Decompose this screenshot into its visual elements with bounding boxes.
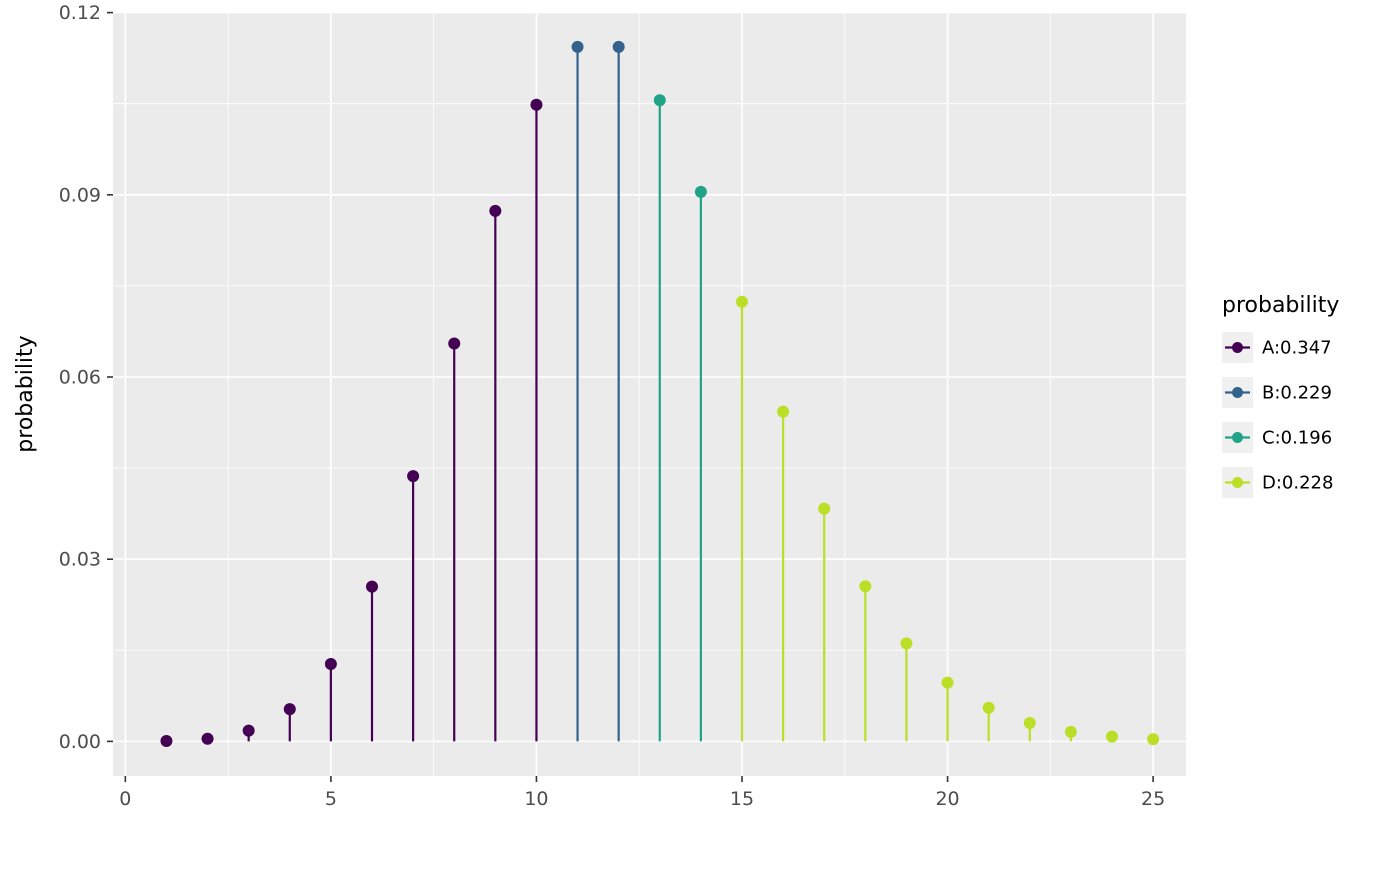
axis-layer: 0 5 10 15 20 25 0.00 0.03 0.06 0.09 0.12: [59, 2, 1166, 810]
legend-entry-label: A:0.347: [1262, 338, 1332, 359]
data-point: [1064, 725, 1077, 738]
data-point: [489, 204, 502, 217]
y-tick-label: 0.03: [59, 549, 101, 571]
x-tick-label: 0: [119, 788, 131, 810]
legend-title: probability: [1222, 293, 1339, 318]
legend-key-point: [1232, 477, 1243, 488]
legend-entry-label: C:0.196: [1262, 428, 1332, 449]
data-point: [160, 734, 173, 747]
data-point: [530, 98, 543, 111]
lollipop-data-layer: [160, 40, 1160, 747]
data-point: [571, 40, 584, 53]
data-point: [900, 637, 913, 650]
legend-key-point: [1232, 387, 1243, 398]
x-tick-label: 15: [730, 788, 754, 810]
data-point: [407, 470, 420, 483]
data-point: [242, 724, 255, 737]
x-tick-label: 25: [1141, 788, 1165, 810]
data-point: [859, 580, 872, 593]
data-point: [982, 701, 995, 714]
legend-key-point: [1232, 342, 1243, 353]
data-point: [1023, 717, 1036, 730]
data-point: [1147, 733, 1160, 746]
data-point: [448, 337, 461, 350]
legend-entry-label: B:0.229: [1262, 383, 1332, 404]
data-point: [736, 295, 748, 308]
y-tick-label: 0.12: [59, 2, 101, 24]
legend: probability A:0.347 B:0.229 C:0.196 D:0.228: [1222, 293, 1339, 498]
x-tick-label: 5: [325, 788, 337, 810]
data-point: [366, 580, 378, 593]
y-axis-title: probability: [13, 335, 38, 452]
data-point: [653, 94, 666, 107]
x-tick-label: 20: [935, 788, 959, 810]
data-point: [941, 676, 954, 689]
plot-panel-layer: [113, 12, 1186, 776]
legend-keys: A:0.347 B:0.229 C:0.196 D:0.228: [1222, 332, 1333, 498]
y-tick-label: 0.06: [59, 366, 101, 388]
plot-panel: [113, 12, 1186, 776]
data-point: [201, 732, 214, 745]
data-point: [818, 502, 831, 515]
x-tick-label: 10: [524, 788, 548, 810]
y-tick-label: 0.00: [59, 731, 101, 753]
data-point: [694, 185, 707, 198]
data-point: [324, 658, 337, 671]
data-point: [612, 40, 625, 53]
data-point: [1106, 730, 1118, 743]
legend-key-point: [1232, 432, 1243, 443]
legend-entry-label: D:0.228: [1262, 473, 1333, 494]
data-point: [777, 405, 790, 418]
y-tick-label: 0.09: [59, 184, 101, 206]
data-point: [283, 703, 296, 716]
